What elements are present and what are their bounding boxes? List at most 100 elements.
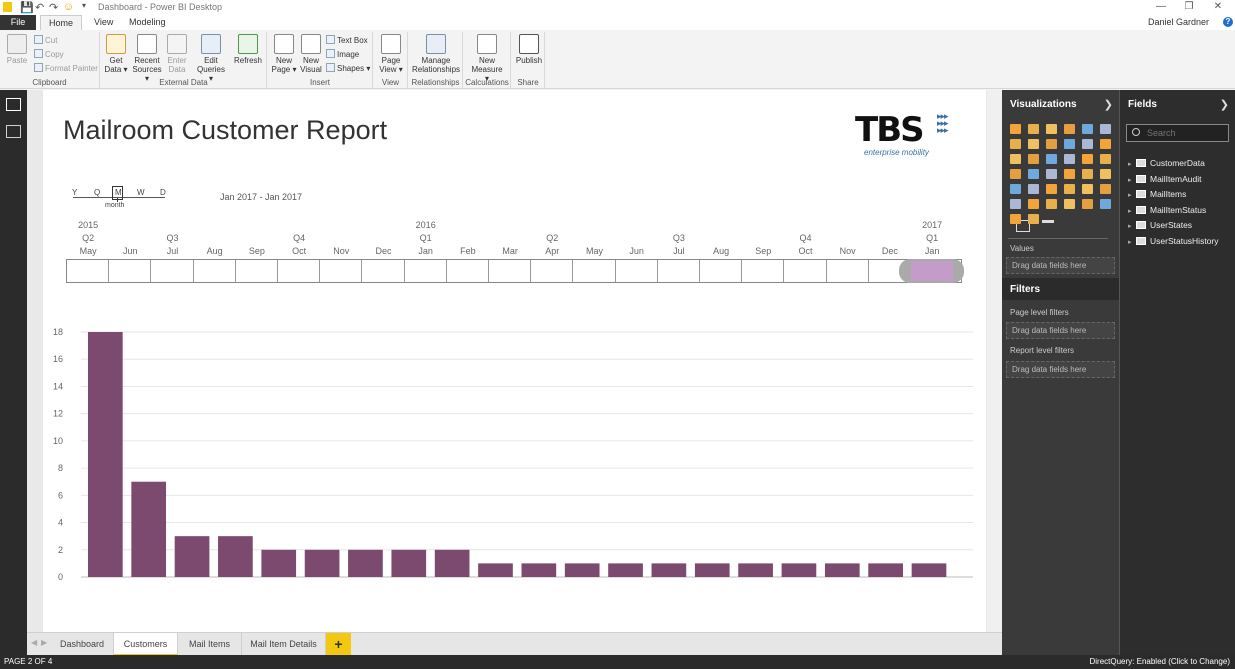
bar[interactable] (304, 549, 340, 577)
copy-button[interactable]: Copy (34, 49, 64, 61)
bar[interactable] (88, 332, 123, 577)
manage-relationships-button[interactable]: Manage Relationships (411, 34, 461, 74)
bar[interactable] (608, 563, 643, 577)
visual-type-icon[interactable] (1010, 214, 1021, 224)
visual-type-icon[interactable] (1064, 154, 1075, 164)
values-dropzone[interactable]: Drag data fields here (1006, 257, 1115, 274)
publish-button[interactable]: Publish (515, 34, 543, 65)
tab-file[interactable]: File (0, 15, 36, 30)
bar[interactable] (434, 549, 470, 577)
expand-arrow-icon[interactable]: ▸ (1128, 192, 1132, 199)
timeline-cell[interactable] (67, 260, 110, 282)
granularity-quarter[interactable]: Q (94, 188, 101, 197)
timeline-cell[interactable] (405, 260, 447, 282)
visual-type-icon[interactable] (1082, 139, 1093, 149)
field-table-item[interactable]: ▸ UserStates (1128, 220, 1192, 230)
page-tab-customers[interactable]: Customers (114, 633, 178, 656)
text-box-button[interactable]: Text Box (326, 35, 368, 47)
visual-type-icon[interactable] (1046, 139, 1057, 149)
page-filters-dropzone[interactable]: Drag data fields here (1006, 322, 1115, 339)
visual-type-icon[interactable] (1082, 169, 1093, 179)
visual-type-icon[interactable] (1010, 199, 1021, 209)
restore-icon[interactable]: ❐ (1184, 1, 1194, 12)
edit-queries-button[interactable]: Edit Queries ▾ (195, 34, 227, 83)
visual-type-icon[interactable] (1082, 199, 1093, 209)
expand-arrow-icon[interactable]: ▸ (1128, 223, 1132, 230)
bar[interactable] (911, 563, 947, 577)
recent-sources-button[interactable]: Recent Sources ▾ (132, 34, 162, 83)
customers-bar-chart[interactable]: 0 2 4 6 8 10 12 14 16 18 (43, 310, 986, 590)
cut-button[interactable]: Cut (34, 35, 57, 47)
visual-type-icon[interactable] (1082, 184, 1093, 194)
field-table-item[interactable]: ▸ UserStatusHistory (1128, 236, 1219, 246)
timeline-cell[interactable] (489, 260, 532, 282)
visual-type-icon[interactable] (1064, 169, 1075, 179)
timeline-cell[interactable] (827, 260, 869, 282)
undo-icon[interactable]: ↶ (35, 2, 45, 14)
visual-type-icon[interactable] (1010, 184, 1021, 194)
new-measure-button[interactable]: New Measure ▾ (469, 34, 505, 83)
format-paint-roller-icon[interactable] (1042, 220, 1054, 232)
timeline-selected-period[interactable] (911, 261, 953, 281)
timeline-cell[interactable] (658, 260, 700, 282)
save-icon[interactable]: 💾 (20, 2, 34, 14)
timeline-bar[interactable] (66, 259, 962, 283)
visual-type-icon[interactable] (1028, 124, 1039, 134)
visual-type-icon[interactable] (1028, 139, 1039, 149)
fields-tab-icon[interactable] (1016, 220, 1030, 232)
canvas-scrollbar[interactable] (987, 90, 1002, 632)
tab-scroll-left-icon[interactable]: ◀ (31, 638, 38, 647)
expand-arrow-icon[interactable]: ▸ (1128, 161, 1132, 168)
timeline-cell[interactable] (320, 260, 363, 282)
bar[interactable] (261, 549, 297, 577)
field-table-item[interactable]: ▸ CustomerData (1128, 158, 1205, 168)
bar[interactable] (694, 563, 730, 577)
redo-icon[interactable]: ↷ (49, 2, 59, 14)
granularity-day[interactable]: D (160, 188, 166, 197)
bar[interactable] (521, 563, 557, 577)
visual-type-icon[interactable] (1028, 184, 1039, 194)
visual-type-icon[interactable] (1064, 184, 1075, 194)
tab-scroll-right-icon[interactable]: ▶ (41, 638, 48, 647)
visual-type-icon[interactable] (1046, 154, 1057, 164)
visual-type-icon[interactable] (1046, 199, 1057, 209)
new-visual-button[interactable]: New Visual (298, 34, 324, 74)
refresh-button[interactable]: Refresh (233, 34, 263, 65)
timeline-cell[interactable] (236, 260, 278, 282)
bar[interactable] (651, 563, 687, 577)
visual-type-icon[interactable] (1010, 139, 1021, 149)
granularity-month[interactable]: M (115, 188, 122, 197)
visual-type-icon[interactable] (1064, 199, 1075, 209)
visual-type-icon[interactable] (1028, 214, 1039, 224)
timeline-cell[interactable] (742, 260, 785, 282)
visual-type-icon[interactable] (1010, 124, 1021, 134)
get-data-button[interactable]: Get Data ▾ (104, 34, 128, 74)
visual-type-icon[interactable] (1010, 169, 1021, 179)
timeline-cell[interactable] (573, 260, 616, 282)
visual-type-icon[interactable] (1046, 169, 1057, 179)
timeline-cell[interactable] (447, 260, 489, 282)
expand-arrow-icon[interactable]: ▸ (1128, 176, 1132, 184)
timeline-cell[interactable] (194, 260, 236, 282)
customize-toolbar-icon[interactable]: ▾ (82, 1, 87, 10)
image-button[interactable]: Image (326, 49, 359, 61)
timeline-cell[interactable] (616, 260, 658, 282)
timeline-cell[interactable] (784, 260, 827, 282)
direct-query-status[interactable]: DirectQuery: Enabled (Click to Change) (1089, 657, 1230, 666)
bar[interactable] (478, 563, 513, 577)
help-icon[interactable]: ? (1223, 17, 1233, 27)
field-table-item[interactable]: ▸ MailItems (1128, 189, 1186, 199)
bar[interactable] (738, 563, 773, 577)
visual-type-icon[interactable] (1010, 154, 1021, 164)
visual-type-icon[interactable] (1100, 199, 1111, 209)
field-table-item[interactable]: ▸ MailItemStatus (1128, 205, 1206, 215)
visual-type-icon[interactable] (1082, 154, 1093, 164)
visual-type-icon[interactable] (1100, 139, 1111, 149)
chevron-right-icon[interactable]: ❯ (1219, 99, 1229, 111)
tab-home[interactable]: Home (40, 15, 82, 30)
visual-type-icon[interactable] (1028, 199, 1039, 209)
visual-type-icon[interactable] (1028, 154, 1039, 164)
bar[interactable] (868, 563, 903, 577)
granularity-week[interactable]: W (137, 188, 145, 197)
page-tab-mail-items[interactable]: Mail Items (178, 633, 242, 656)
